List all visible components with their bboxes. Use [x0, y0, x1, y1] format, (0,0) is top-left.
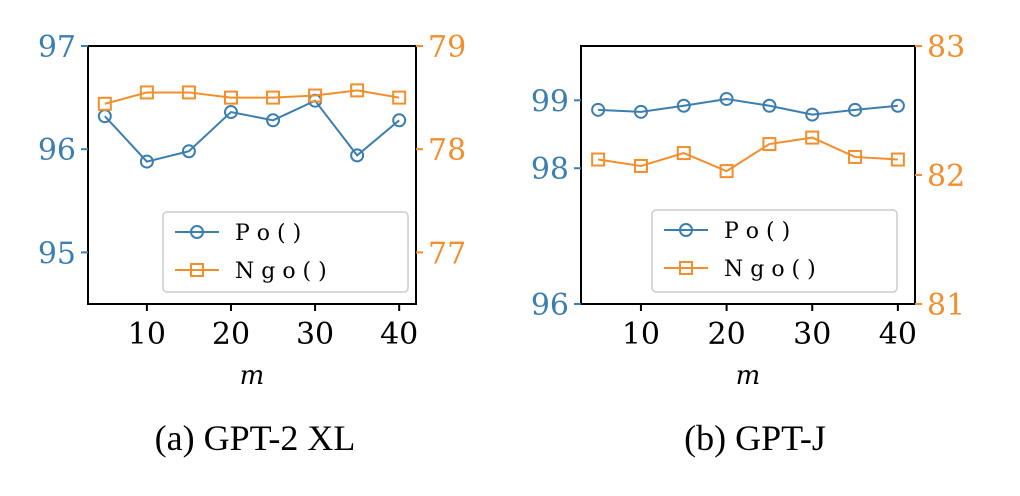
left-tick-label: 96	[531, 288, 569, 323]
x-axis-label: m	[736, 361, 761, 391]
legend-marker-square	[679, 261, 693, 275]
series-line-2	[104, 89, 400, 105]
legend-entry-label: N g o ( )	[724, 257, 816, 282]
chart-panel-2: 96 98 99 81 82 83 10 20 30 40 m P o ( ) N g o ( ) (b)…	[531, 30, 965, 458]
legend: P o ( ) N g o ( )	[162, 211, 409, 293]
data-point-circle	[266, 113, 281, 128]
series-line-1	[104, 99, 400, 163]
right-tick-label: 81	[927, 288, 965, 323]
x-tick-label: 10	[128, 317, 166, 352]
left-tick-label: 99	[531, 84, 569, 119]
x-tick-label: 40	[380, 317, 418, 352]
left-tick-label: 98	[531, 152, 569, 187]
left-tick-label: 96	[38, 133, 76, 168]
series-line-2	[597, 136, 898, 173]
x-tick-label: 10	[622, 317, 660, 352]
data-point-square	[223, 90, 238, 105]
data-point-square	[762, 137, 777, 152]
plot-frame	[87, 45, 417, 305]
legend-marker-circle	[679, 223, 693, 237]
x-tick-label: 20	[707, 317, 745, 352]
data-point-square	[97, 96, 112, 111]
left-tick-label: 95	[38, 236, 76, 271]
legend-box	[651, 209, 898, 293]
data-point-circle	[591, 102, 606, 117]
data-point-square	[719, 164, 734, 179]
data-point-square	[181, 85, 196, 100]
legend-marker-square	[190, 263, 204, 277]
legend: P o ( ) N g o ( )	[651, 209, 898, 293]
series-line-1	[598, 97, 898, 116]
data-point-circle	[890, 98, 905, 113]
x-tick-label: 30	[296, 317, 334, 352]
data-point-circle	[848, 102, 863, 117]
data-point-square	[350, 83, 365, 98]
data-point-square	[890, 152, 905, 167]
right-tick-label: 77	[428, 236, 466, 271]
data-point-circle	[719, 91, 734, 106]
data-point-square	[633, 158, 648, 173]
right-tick-label: 79	[428, 30, 466, 65]
x-axis-label: m	[240, 361, 265, 391]
data-point-circle	[350, 148, 365, 163]
data-point-square	[848, 149, 863, 164]
data-point-square	[266, 90, 281, 105]
legend-marker-circle	[190, 225, 204, 239]
data-point-circle	[633, 104, 648, 119]
left-tick-label: 97	[38, 30, 76, 65]
data-point-square	[308, 88, 323, 103]
data-point-square	[676, 146, 691, 161]
right-tick-label: 83	[927, 30, 965, 65]
data-point-circle	[223, 105, 238, 120]
data-point-circle	[139, 154, 154, 169]
data-point-square	[591, 152, 606, 167]
legend-entry-label: P o ( )	[724, 219, 790, 244]
right-tick-label: 78	[428, 133, 466, 168]
chart-panel-1: 95 96 97 77 78 79 10 20 30 40 m P o ( ) N g o ( ) (a)…	[38, 30, 466, 458]
x-tick-label: 30	[793, 317, 831, 352]
data-point-circle	[805, 107, 820, 122]
data-point-square	[392, 90, 407, 105]
data-point-circle	[392, 113, 407, 128]
x-tick-label: 40	[879, 317, 917, 352]
legend-entry-label: P o ( )	[235, 221, 301, 246]
legend-box	[162, 211, 409, 293]
data-point-circle	[762, 98, 777, 113]
data-point-square	[139, 85, 154, 100]
data-point-circle	[181, 144, 196, 159]
right-tick-label: 82	[927, 159, 965, 194]
chart-caption: (a) GPT-2 XL	[155, 418, 356, 458]
legend-entry-label: N g o ( )	[235, 259, 327, 284]
x-tick-label: 20	[212, 317, 250, 352]
data-point-square	[805, 130, 820, 145]
chart-caption: (b) GPT-J	[684, 418, 826, 458]
data-point-circle	[676, 98, 691, 113]
